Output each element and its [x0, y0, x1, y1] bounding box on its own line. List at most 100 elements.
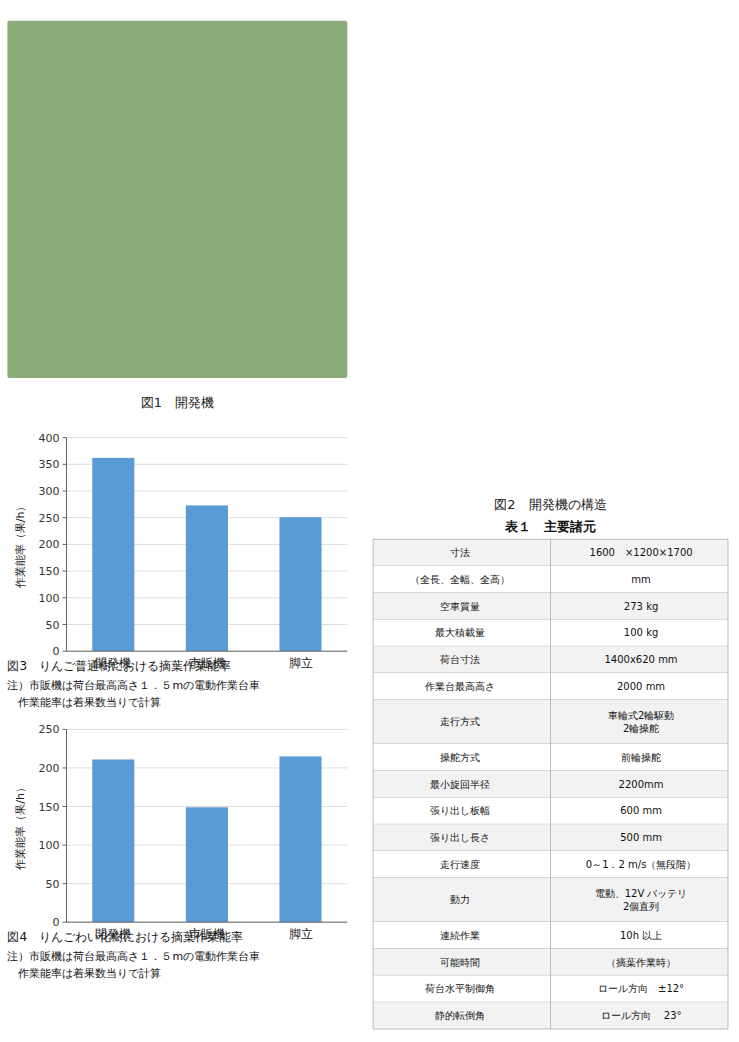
table-cell: 連続作業 [440, 930, 480, 941]
bar [186, 807, 228, 922]
tick-mark [63, 571, 67, 572]
note: 注）市販機は荷台最高高さ１．５mの電動作業台車 [7, 950, 260, 963]
table: 表１ 主要諸元寸法1600 ×1200×1700（全長、全幅、全高）mm空車質量… [373, 519, 728, 1029]
tick-label: 150 [39, 565, 60, 578]
cell-line: 張り出し長さ [430, 832, 490, 843]
cell-line: 作業台最高高さ [424, 681, 495, 692]
tick-label: 0 [53, 916, 60, 929]
table-cell: ロール方向 23° [601, 1010, 682, 1021]
table-cell: （摘葉作業時） [606, 957, 676, 968]
cell-line: 荷台水平制御角 [425, 983, 495, 994]
tick-mark [63, 883, 67, 884]
cell-line: 1600 ×1200×1700 [590, 547, 693, 558]
cell-line: 張り出し板幅 [430, 805, 490, 816]
tick-label: 200 [39, 762, 60, 775]
bars [92, 756, 321, 922]
table-divider [550, 539, 551, 1029]
table-cell: 荷台水平制御角 [425, 983, 495, 994]
photo-placeholder [7, 21, 347, 378]
table-cell: 寸法 [450, 547, 470, 558]
photo-panel: 図1 開発機 [7, 21, 347, 410]
table-border [727, 539, 728, 1029]
table-cell: 走行速度 [440, 859, 480, 870]
tick-mark [63, 437, 67, 438]
table-cell: 1400x620 mm [605, 654, 678, 665]
grid-line [67, 922, 348, 923]
tick-label: 250 [39, 723, 60, 736]
tick-label: 200 [39, 538, 60, 551]
grid-line [67, 729, 348, 730]
table-cell: mm [631, 574, 650, 585]
note: 作業能率は着果数当りで計算 [7, 967, 161, 980]
cell-line: 600 mm [620, 805, 662, 816]
cell-line: 10h 以上 [620, 930, 662, 941]
cell-line: 最小旋回半径 [430, 779, 490, 790]
tick-label: 300 [39, 485, 60, 498]
cell-line: 荷台寸法 [440, 654, 480, 665]
table-cell: 荷台寸法 [440, 654, 480, 665]
y-axis-line [66, 729, 67, 922]
cell-line: ロール方向 23° [601, 1010, 682, 1021]
table-cell: 500 mm [620, 832, 662, 843]
table-cell: 空車質量 [440, 601, 480, 612]
note: 注）市販機は荷台最高高さ１．５mの電動作業台車 [7, 679, 260, 692]
tick-label: 100 [39, 592, 60, 605]
tick-mark [63, 767, 67, 768]
cell-line: 空車質量 [440, 601, 480, 612]
note: 作業能率は着果数当りで計算 [7, 696, 161, 709]
table-cell: 1600 ×1200×1700 [590, 547, 693, 558]
cell-line: 最大積載量 [435, 627, 485, 638]
table-cell: （全長、全幅、全高） [410, 574, 510, 585]
caption: 図3 りんご普通樹における摘葉作業能率 [7, 659, 231, 673]
table-cell: 車輪式2輪駆動2輪操舵 [608, 710, 674, 734]
figure-label: 図2 開発機の構造 [494, 497, 606, 512]
tick-mark [63, 845, 67, 846]
table-cell: 走行方式 [440, 716, 480, 727]
tick-mark [63, 464, 67, 465]
table-cell: 0～1．2 m/s（無段階） [586, 859, 697, 870]
background [0, 0, 739, 1042]
tick-mark [63, 806, 67, 807]
table-cell: 273 kg [624, 601, 658, 612]
bar [92, 759, 134, 922]
cell-line: 1400x620 mm [605, 654, 678, 665]
cell-line: 2000 mm [617, 681, 665, 692]
cell-line: ロール方向 ±12° [598, 983, 684, 994]
cell-line: （摘葉作業時） [606, 957, 676, 968]
tick-mark [63, 624, 67, 625]
table-border [373, 539, 374, 1029]
table-cell: 操舵方式 [440, 752, 480, 763]
y-axis: 050100150200250300350400 [39, 432, 348, 659]
tick-mark [63, 517, 67, 518]
table-cell: 10h 以上 [620, 930, 662, 941]
bar-chart: 050100150200250300350400開発機市販機脚立作業能率（果/h… [7, 432, 347, 709]
figure-label: 図1 開発機 [141, 395, 214, 410]
table-cell: 電動、12V バッテリ2個直列 [595, 888, 688, 912]
cell-line: mm [631, 574, 650, 585]
table-cell: 動力 [450, 894, 470, 905]
bars [92, 458, 321, 651]
cell-line: 可能時間 [440, 957, 480, 968]
cell-line: 2輪操舵 [623, 723, 659, 734]
cell-line: 走行方式 [440, 716, 480, 727]
bar-chart: 050100150200250開発機市販機脚立作業能率（果/h）図4 りんごわい… [7, 723, 347, 979]
table-cell: 600 mm [620, 805, 662, 816]
cell-line: 500 mm [620, 832, 662, 843]
tick-label: 350 [39, 458, 60, 471]
tick-label: 50 [46, 878, 60, 891]
bar [279, 756, 321, 922]
tick-mark [63, 651, 67, 652]
table-cell: 2000 mm [617, 681, 665, 692]
cell-line: 寸法 [450, 547, 470, 558]
diagram-panel: 図2 開発機の構造 [494, 497, 606, 512]
cell-line: 操舵方式 [440, 752, 480, 763]
caption: 図4 りんごわい化樹における摘葉作業能率 [7, 930, 243, 944]
cell-line: 電動、12V バッテリ [595, 888, 688, 899]
axis-label: 作業能率（果/h） [15, 782, 28, 871]
cell-line: 100 kg [624, 627, 658, 638]
table-cell: 静的転倒角 [435, 1010, 485, 1021]
grid-line [67, 437, 348, 438]
x-axis-line [67, 922, 348, 923]
table-cell: 2200mm [619, 779, 664, 790]
table-cell: 可能時間 [440, 957, 480, 968]
